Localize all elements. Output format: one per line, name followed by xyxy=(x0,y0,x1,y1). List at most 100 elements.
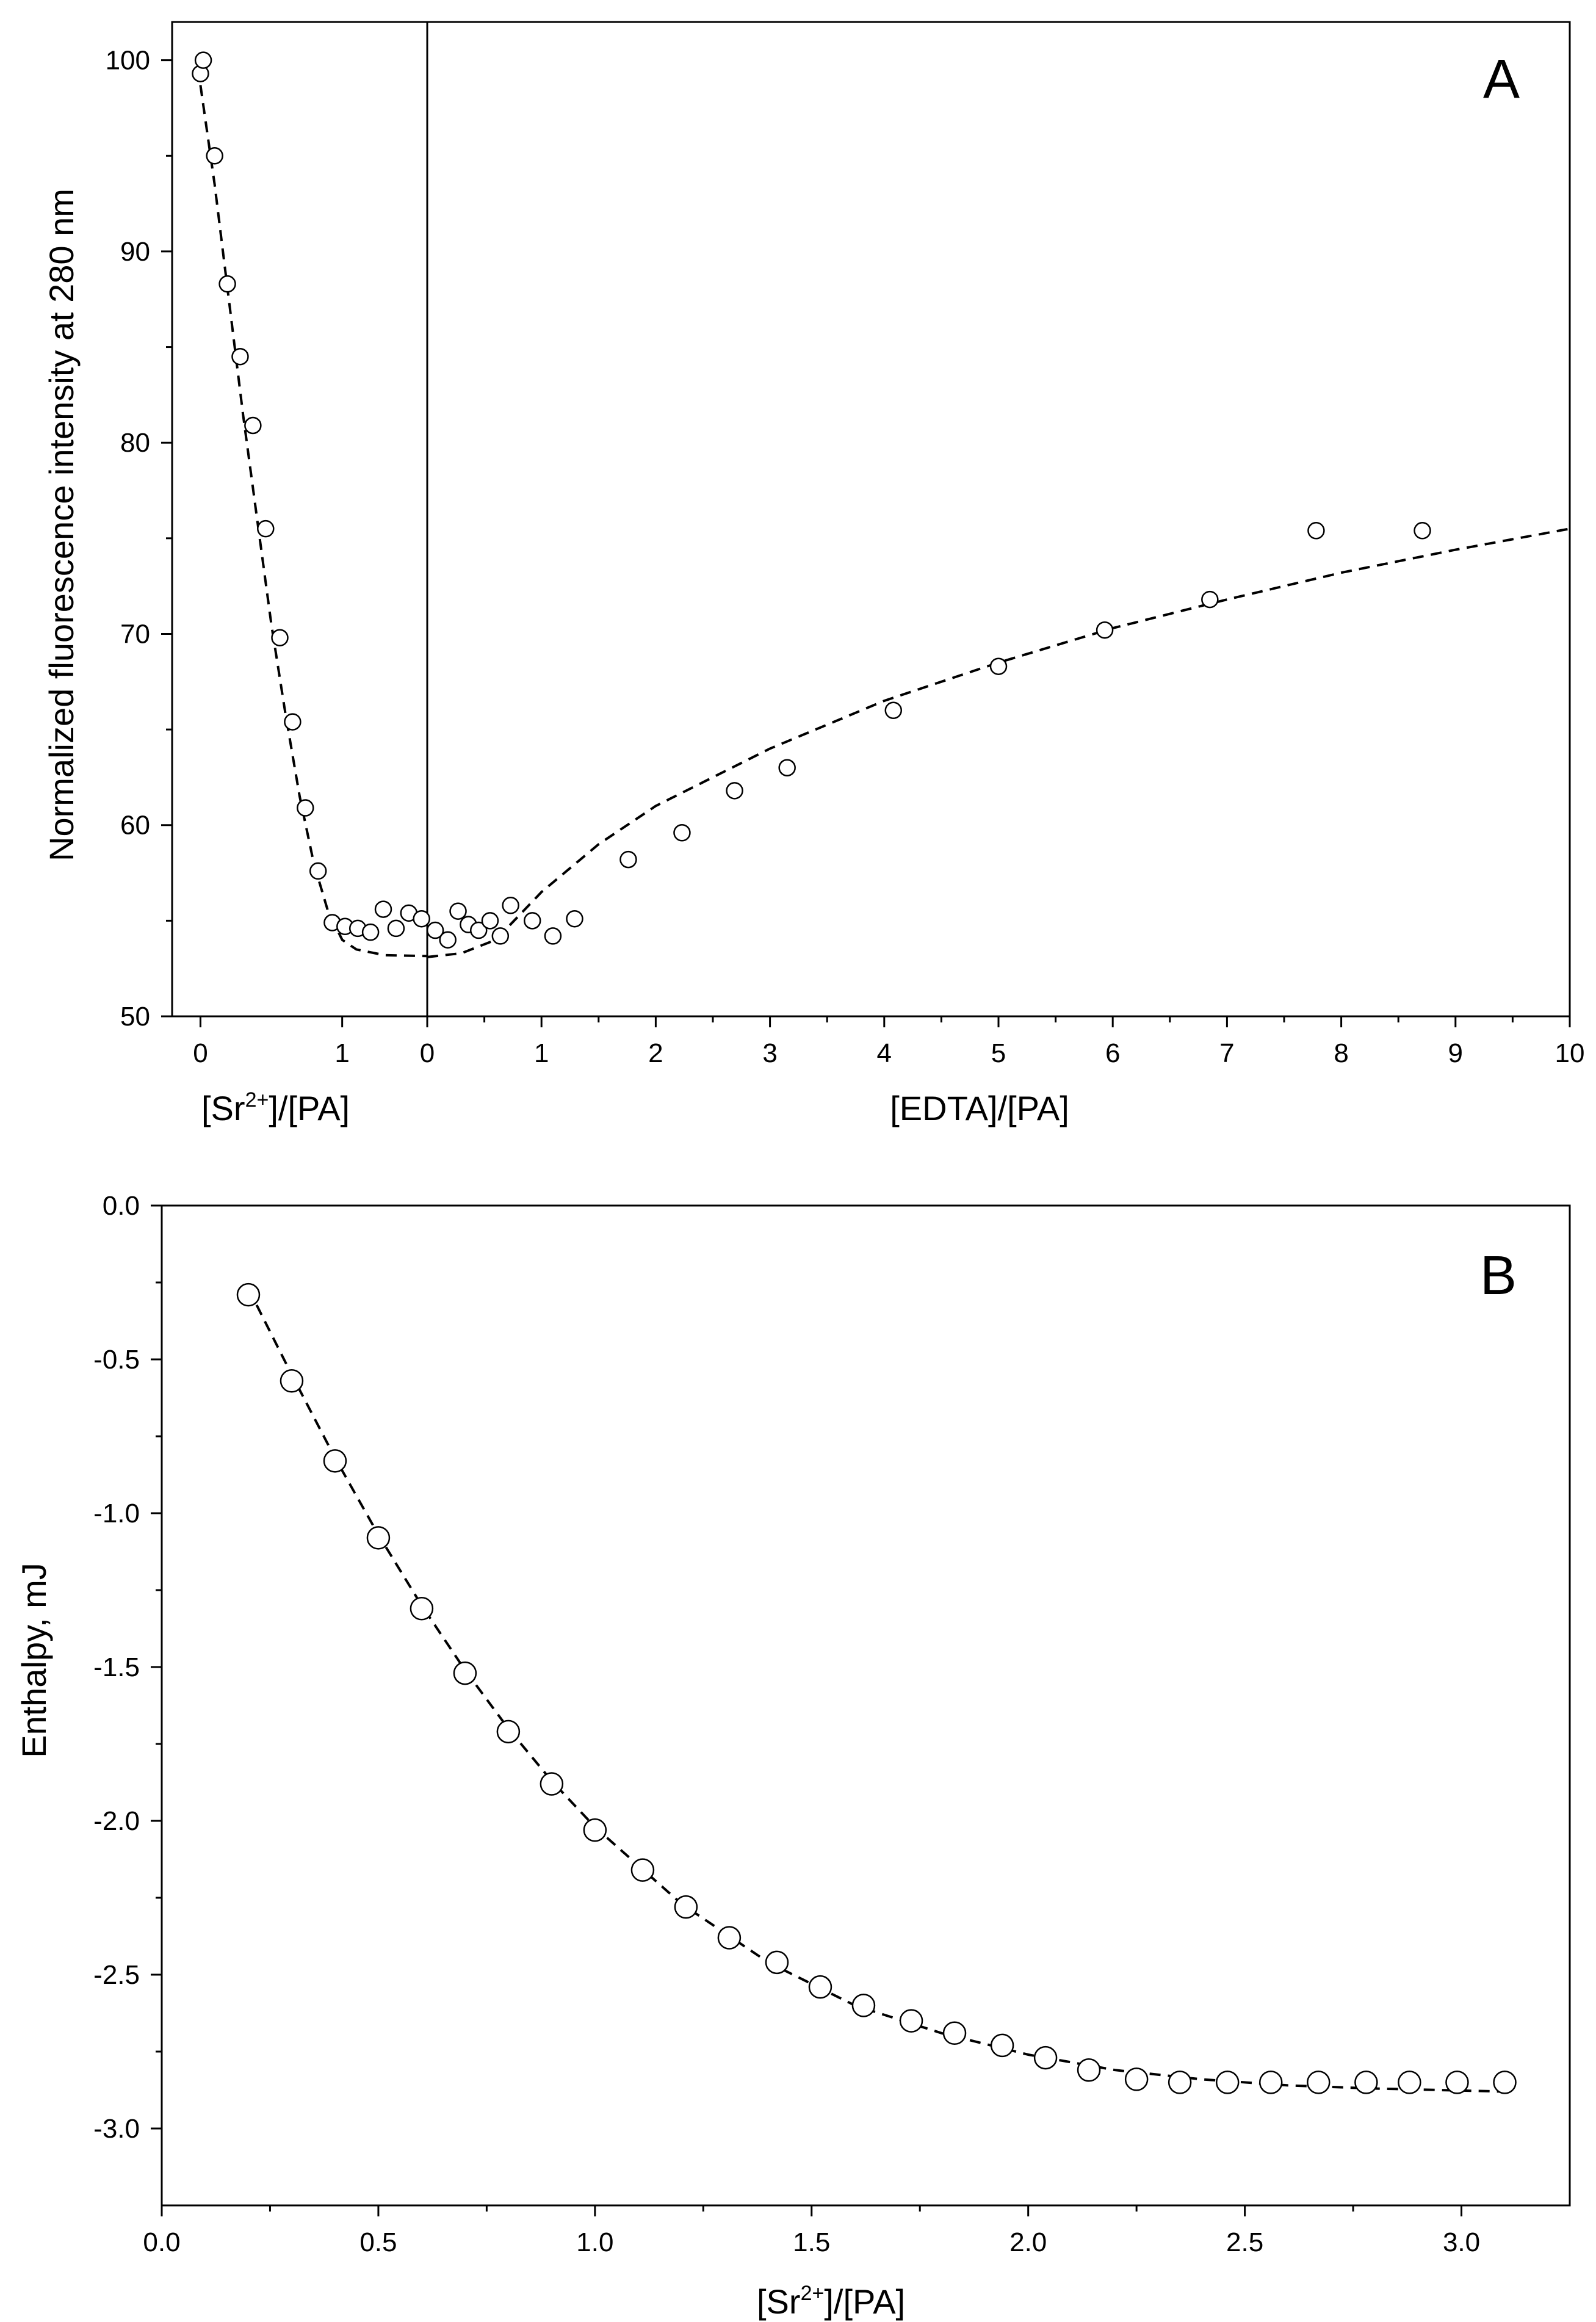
panel-a-x-axis-title-sr-part2: ]/[PA] xyxy=(269,1089,350,1127)
panel-a-data-point xyxy=(374,900,392,918)
panel-a-fit-lines xyxy=(199,85,1570,958)
panel-b-data-point xyxy=(1215,2071,1240,2094)
panel-a-y-axis-title: Normalized fluorescence intensity at 280… xyxy=(42,189,81,861)
panel-b-y-tick-label: -2.0 xyxy=(93,1806,140,1836)
panel-b-y-tick-label: -1.0 xyxy=(93,1499,140,1528)
panel-a-x-tick-label: 9 xyxy=(1448,1038,1463,1068)
panel-a-data-points xyxy=(192,51,1431,949)
panel-a-data-point xyxy=(439,931,457,949)
panel-a-x-tick-label: 1 xyxy=(334,1038,349,1068)
panel-a-data-point xyxy=(1307,522,1325,540)
panel-a-data-point xyxy=(481,912,499,930)
panel-a-data-point xyxy=(1201,590,1219,609)
panel-b-data-point xyxy=(674,1895,698,1919)
panel-b-x-tick-label: 2.5 xyxy=(1226,2227,1263,2257)
panel-a-data-point xyxy=(989,657,1008,675)
panel-a-x-tick-label: 0 xyxy=(420,1038,435,1068)
panel-a-data-point xyxy=(218,275,236,293)
panel-b-y-tick-label: -0.5 xyxy=(93,1345,140,1375)
panel-b-data-point xyxy=(765,1950,789,1975)
panel-b-x-tick-label: 3.0 xyxy=(1443,2227,1480,2257)
panel-a-x-axis-title-edta: [EDTA]/[PA] xyxy=(890,1089,1069,1127)
panel-b-y-tick-label: -1.5 xyxy=(93,1652,140,1682)
panel-a-data-point xyxy=(566,910,583,928)
panel-a-y-tick-label: 80 xyxy=(120,428,150,458)
panel-a-data-point xyxy=(673,824,691,842)
panel-b-data-point xyxy=(808,1975,832,1999)
panel-a-data-point xyxy=(491,927,510,945)
panel-b-x-tick-label: 1.5 xyxy=(793,2227,830,2257)
panel-b-data-point xyxy=(1354,2071,1378,2094)
panel-b-data-point xyxy=(323,1449,347,1473)
panel-b-data-point xyxy=(1258,2071,1283,2094)
panel-b-data-point xyxy=(453,1661,477,1685)
panel-a-data-point xyxy=(387,919,405,938)
panel-b-data-point xyxy=(1168,2071,1192,2094)
panel-a-data-point xyxy=(544,927,562,945)
panel-b-data-point xyxy=(583,1818,607,1842)
panel-a-data-point xyxy=(502,897,519,914)
panel-b-data-point xyxy=(366,1526,391,1550)
panel-a-x-tick-label: 0 xyxy=(193,1038,208,1068)
panel-a-data-point xyxy=(469,921,488,939)
panel-b-frame xyxy=(161,1204,1571,2207)
panel-a-data-point xyxy=(271,629,289,646)
panel-a-data-point xyxy=(361,923,380,941)
panel-a-data-point xyxy=(523,912,541,930)
panel-b-data-point xyxy=(410,1596,434,1621)
panel-a-data-point xyxy=(231,347,249,366)
panel-a-data-point xyxy=(884,701,903,720)
panel-b-data-points xyxy=(236,1282,1517,2094)
panel-a-x-tick-label: 8 xyxy=(1334,1038,1348,1068)
panel-a-x-ticks-edta: 0 1 2 3 4 5 6 7 8 9 10 xyxy=(420,1016,1585,1068)
panel-b-data-point xyxy=(717,1926,742,1950)
panel-b-y-tick-label: 0.0 xyxy=(103,1191,140,1221)
panel-a-y-tick-label: 50 xyxy=(120,1002,150,1032)
panel-b-data-point xyxy=(899,2009,923,2033)
panel-b-data-point xyxy=(1124,2067,1149,2091)
panel-a-data-point xyxy=(257,519,275,538)
panel-a-x-axis-title-sr: [Sr2+]/[PA] xyxy=(201,1088,350,1127)
panel-b-fit-line xyxy=(247,1288,1505,2093)
panel-b-x-tick-label: 0.5 xyxy=(359,2227,397,2257)
panel-a-x-tick-label: 3 xyxy=(762,1038,777,1068)
panel-b-data-point xyxy=(1493,2071,1517,2094)
panel-b-data-point xyxy=(1077,2058,1101,2082)
panel-b-data-point xyxy=(540,1772,564,1796)
panel-a-data-point xyxy=(1096,621,1114,639)
panel-b-x-axis-title-part2: ]/[PA] xyxy=(824,2282,905,2321)
panel-a-frame xyxy=(171,21,1571,1018)
panel-a-data-point xyxy=(619,850,637,869)
panel-a-data-point xyxy=(449,902,467,920)
panel-a-data-point xyxy=(778,759,796,776)
panel-a-x-axis-title-sr-part1: [Sr xyxy=(201,1089,245,1127)
panel-a-data-point xyxy=(206,147,223,165)
panel-a-data-point xyxy=(413,910,430,928)
panel-b-data-point xyxy=(1398,2071,1421,2094)
panel-b-fit-line xyxy=(247,1288,1505,2093)
panel-b-y-tick-label: -2.5 xyxy=(93,1960,140,1990)
panel-a-data-point xyxy=(1414,522,1431,540)
panel-b-data-point xyxy=(1033,2045,1058,2070)
panel-b-data-point xyxy=(280,1369,304,1393)
panel-b-y-axis-title: Enthalpy, mJ xyxy=(15,1563,53,1758)
panel-b-data-point xyxy=(990,2033,1014,2058)
panel-b-x-axis-title-part1: [Sr xyxy=(757,2282,801,2321)
panel-a-y-ticks: 50 60 70 80 90 100 xyxy=(106,46,172,1032)
panel-b-x-tick-label: 1.0 xyxy=(576,2227,613,2257)
panel-a-y-tick-label: 100 xyxy=(106,46,150,76)
panel-b-y-tick-label: -3.0 xyxy=(93,2114,140,2144)
panel-a-y-tick-label: 90 xyxy=(120,237,150,267)
panel-a-y-tick-label: 70 xyxy=(120,619,150,649)
panel-a-fit-line-segment-2 xyxy=(427,527,1570,958)
panel-a-x-tick-label: 5 xyxy=(991,1038,1006,1068)
panel-b-x-axis-title-superscript: 2+ xyxy=(801,2282,825,2305)
panel-a-x-tick-label: 10 xyxy=(1555,1038,1585,1068)
panel-a-fit-line-segment-1 xyxy=(199,85,428,958)
panel-b-data-point xyxy=(851,1994,876,2017)
panel-b-label: B xyxy=(1480,1245,1517,1306)
panel-b-x-ticks: 0.0 0.5 1.0 1.5 2.0 2.5 3.0 xyxy=(143,2205,1480,2257)
panel-a-data-point xyxy=(297,799,314,817)
